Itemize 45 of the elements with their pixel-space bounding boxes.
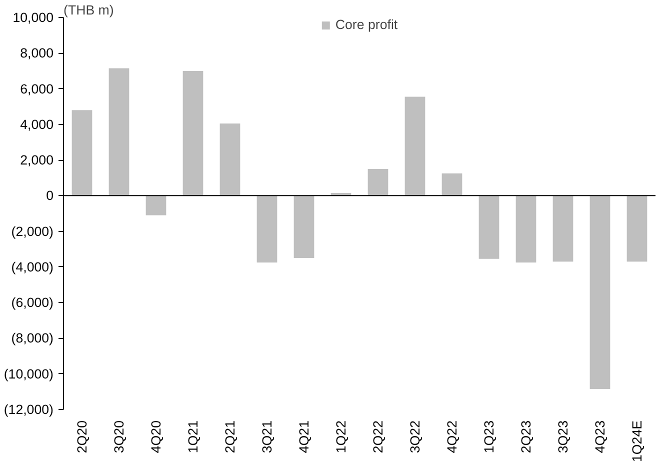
x-tick-label: 1Q24E — [630, 420, 644, 462]
bar — [182, 70, 204, 196]
x-tick-label: 3Q22 — [408, 420, 422, 454]
y-tick-label: 4,000 — [20, 116, 54, 132]
x-tick-label: 2Q20 — [74, 420, 90, 454]
bar — [478, 196, 500, 259]
y-tick-label: (10,000) — [4, 366, 54, 382]
bar — [72, 110, 92, 196]
x-tick-label: 4Q23 — [592, 420, 608, 454]
bar — [626, 196, 648, 262]
bar — [146, 196, 166, 216]
y-tick-label: (6,000) — [11, 295, 54, 310]
y-tick-label: 2,000 — [20, 152, 54, 168]
x-tick-label: 3Q21 — [260, 420, 274, 454]
x-tick-label: 3Q20 — [112, 420, 126, 454]
y-axis-title: (THB m) — [64, 2, 114, 18]
bar — [294, 196, 314, 258]
bar — [220, 124, 240, 196]
y-tick-label: 8,000 — [20, 46, 54, 61]
bar — [404, 96, 426, 196]
bar — [590, 196, 610, 390]
x-tick-label: 2Q22 — [370, 420, 386, 454]
y-tick-label: (12,000) — [4, 402, 54, 417]
bar — [552, 196, 574, 262]
y-tick-label: (2,000) — [11, 224, 54, 239]
bar — [108, 68, 130, 196]
legend-label: Core profit — [335, 17, 398, 32]
x-tick-label: 2Q23 — [518, 420, 534, 454]
x-tick-label: 2Q21 — [222, 420, 238, 454]
x-tick-label: 1Q22 — [334, 420, 348, 454]
y-tick-label: 0 — [46, 188, 54, 204]
x-tick-label: 4Q22 — [444, 420, 460, 454]
y-tick-label: (8,000) — [11, 330, 54, 346]
bar — [516, 196, 536, 262]
bar — [368, 168, 388, 196]
y-tick-label: 10,000 — [12, 10, 54, 25]
bar — [442, 173, 462, 196]
y-tick-label: 6,000 — [20, 81, 54, 96]
x-tick-label: 3Q23 — [556, 420, 570, 454]
x-tick-label: 4Q20 — [148, 420, 164, 454]
x-tick-label: 1Q21 — [186, 420, 200, 454]
x-tick-label: 1Q23 — [482, 420, 496, 454]
x-tick-label: 4Q21 — [296, 420, 312, 454]
bar — [256, 196, 278, 262]
y-tick-label: (4,000) — [11, 259, 54, 274]
